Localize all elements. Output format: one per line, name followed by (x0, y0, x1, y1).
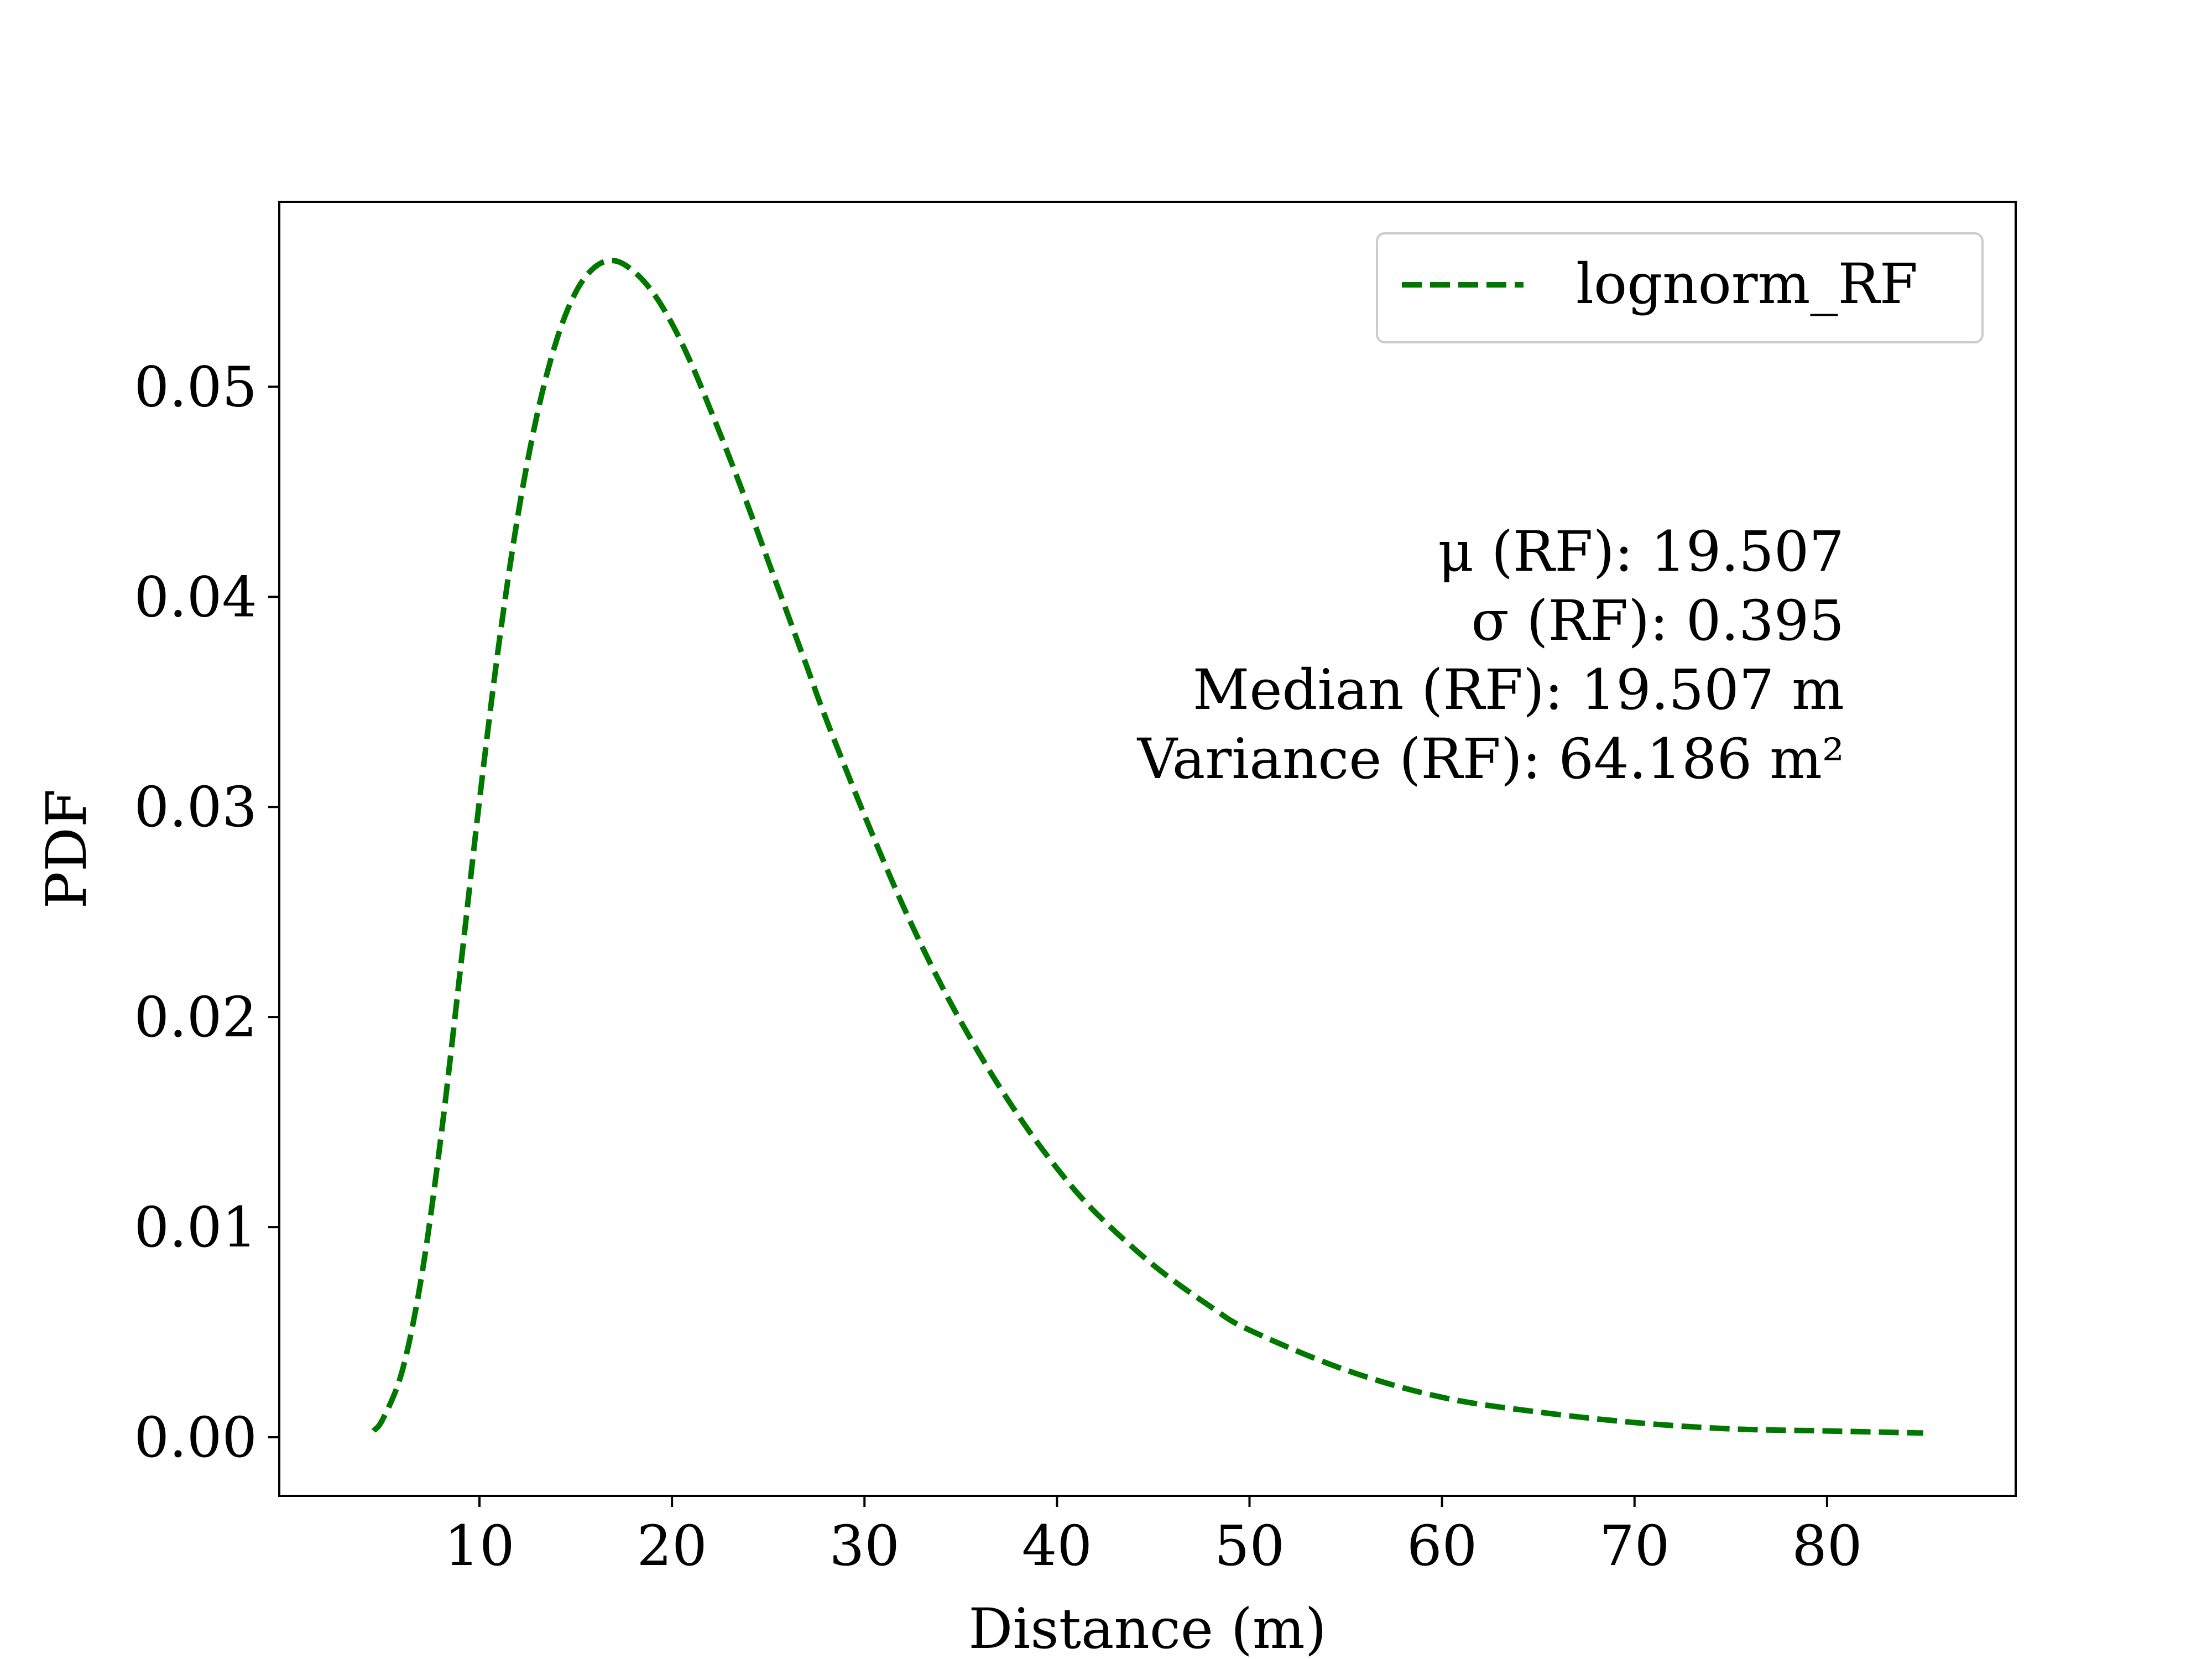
axes-frame (278, 201, 2017, 1497)
stats-annotation: μ (RF): 19.507 σ (RF): 0.395 Median (RF)… (1137, 519, 1844, 791)
x-tick-label: 70 (1599, 1514, 1670, 1578)
y-axis-label: PDF (34, 789, 99, 909)
x-axis-label: Distance (m) (968, 1597, 1327, 1659)
x-tick-label: 50 (1214, 1514, 1285, 1578)
x-tick-label: 80 (1792, 1514, 1862, 1578)
y-tick-label: 0.02 (134, 985, 257, 1050)
legend-label-lognorm-rf: lognorm_RF (1576, 252, 1918, 316)
legend: lognorm_RF (1376, 232, 1984, 343)
x-axis-ticks: 10 20 30 40 50 60 70 80 (444, 1496, 1862, 1578)
annotation-sigma: σ (RF): 0.395 (1471, 588, 1844, 653)
series-line-lognorm-rf (371, 258, 1924, 1436)
x-tick-label: 10 (444, 1514, 514, 1578)
legend-box (1376, 232, 1984, 343)
plot-area: 10 20 30 40 50 60 70 80 0.000.010.020.030.040.0… (134, 201, 2017, 1578)
y-tick-label: 0.04 (134, 565, 257, 629)
x-tick-label: 20 (637, 1514, 707, 1578)
annotation-mu: μ (RF): 19.507 (1438, 519, 1844, 584)
x-tick-label: 30 (830, 1514, 900, 1578)
y-tick-label: 0.03 (134, 775, 257, 839)
y-axis-ticks: 0.00 0.01 0.02 0.03 0.04 0.05 (134, 354, 279, 1470)
y-tick-label: 0.00 (134, 1405, 257, 1470)
x-tick-label: 60 (1407, 1514, 1477, 1578)
annotation-variance: Variance (RF): 64.186 m² (1137, 727, 1844, 791)
x-tick-label: 40 (1022, 1514, 1092, 1578)
annotation-median: Median (RF): 19.507 m (1193, 658, 1844, 722)
y-tick-label: 0.05 (134, 354, 257, 419)
y-tick-label: 0.01 (134, 1195, 257, 1260)
